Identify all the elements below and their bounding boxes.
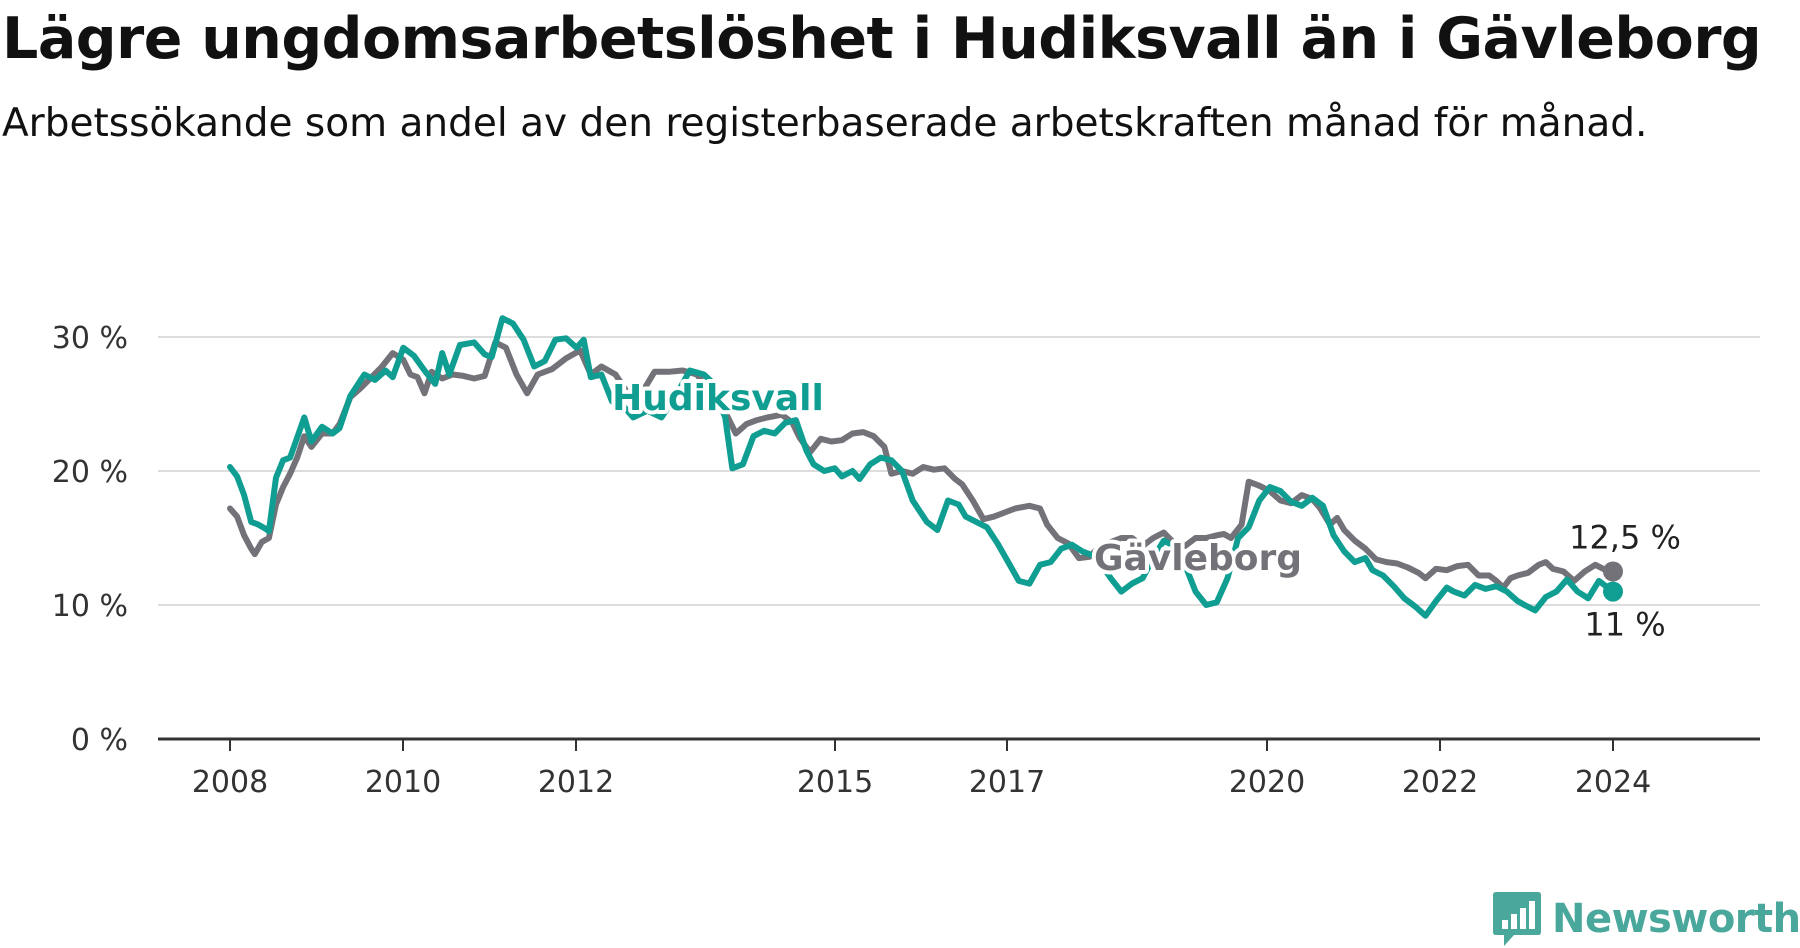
series-lines — [227, 315, 1623, 619]
x-tick-label: 2024 — [1575, 765, 1651, 800]
series-labels: 12,5 % 11 % Hudiksvall Gävleborg — [608, 374, 1681, 644]
y-axis-tick-labels: 0 % 10 % 20 % 30 % — [52, 321, 128, 758]
gavleborg-end-point — [1603, 561, 1623, 582]
x-tick-label: 2012 — [538, 765, 614, 800]
hudiksvall-line — [227, 315, 1616, 619]
gavleborg-series-label: Gävleborg — [1094, 538, 1302, 579]
y-tick-label: 0 % — [71, 723, 128, 758]
newsworthy-logo: Newsworthy — [1492, 890, 1800, 948]
gavleborg-line — [227, 339, 1616, 591]
brand-name: Newsworthy — [1552, 896, 1800, 942]
x-tick-label: 2022 — [1402, 765, 1478, 800]
y-tick-label: 30 % — [52, 321, 128, 356]
x-tick-label: 2010 — [365, 765, 441, 800]
x-axis-ticks: 2008 2010 2012 2015 2017 2020 2022 2024 — [192, 739, 1651, 800]
newsworthy-chat-chart-icon — [1493, 892, 1541, 946]
x-tick-label: 2017 — [969, 765, 1045, 800]
y-tick-label: 20 % — [52, 455, 128, 490]
x-tick-label: 2015 — [797, 765, 873, 800]
gavleborg-end-value-label: 12,5 % — [1569, 519, 1681, 557]
gridlines — [158, 336, 1760, 606]
hudiksvall-end-value-label: 11 % — [1584, 606, 1665, 644]
chart-title: Lägre ungdomsarbetslöshet i Hudiksvall ä… — [2, 6, 1762, 72]
x-tick-label: 2020 — [1229, 765, 1305, 800]
x-tick-label: 2008 — [192, 765, 268, 800]
y-tick-label: 10 % — [52, 589, 128, 624]
chart-subtitle: Arbetssökande som andel av den registerb… — [2, 101, 1648, 146]
hudiksvall-series-label: Hudiksvall — [612, 378, 824, 419]
hudiksvall-end-point — [1603, 581, 1623, 602]
